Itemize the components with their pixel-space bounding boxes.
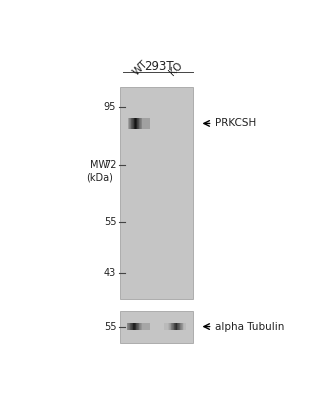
Bar bbox=[134, 323, 135, 330]
Bar bbox=[138, 323, 139, 330]
Text: 55: 55 bbox=[104, 217, 116, 227]
Bar bbox=[129, 118, 130, 129]
Bar bbox=[130, 323, 131, 330]
Bar bbox=[164, 323, 165, 330]
Bar bbox=[175, 323, 176, 330]
Bar bbox=[173, 323, 174, 330]
Bar bbox=[132, 323, 133, 330]
Bar bbox=[171, 323, 172, 330]
Bar bbox=[135, 323, 136, 330]
Bar bbox=[143, 323, 144, 330]
Text: 72: 72 bbox=[104, 160, 116, 170]
Bar bbox=[127, 323, 128, 330]
Bar bbox=[180, 323, 181, 330]
Bar bbox=[146, 118, 147, 129]
Bar bbox=[144, 118, 145, 129]
Text: 55: 55 bbox=[104, 322, 116, 332]
Bar bbox=[136, 323, 137, 330]
Bar bbox=[137, 118, 138, 129]
Bar bbox=[179, 323, 180, 330]
Bar bbox=[142, 323, 143, 330]
Bar bbox=[141, 323, 142, 330]
Bar bbox=[140, 323, 141, 330]
Bar bbox=[136, 118, 137, 129]
Bar bbox=[178, 323, 179, 330]
Bar bbox=[148, 323, 149, 330]
Bar bbox=[169, 323, 170, 330]
Bar bbox=[181, 323, 182, 330]
Bar bbox=[132, 118, 133, 129]
Bar bbox=[143, 118, 144, 129]
Bar bbox=[120, 311, 193, 343]
Bar bbox=[133, 323, 134, 330]
Bar bbox=[148, 118, 149, 129]
Bar bbox=[166, 323, 167, 330]
Bar bbox=[142, 118, 143, 129]
Bar bbox=[145, 118, 146, 129]
Bar bbox=[170, 323, 171, 330]
Bar bbox=[177, 323, 178, 330]
Bar bbox=[184, 323, 185, 330]
Text: MW
(kDa): MW (kDa) bbox=[86, 160, 113, 182]
Bar bbox=[146, 323, 147, 330]
Text: KO: KO bbox=[168, 61, 185, 78]
Bar bbox=[172, 323, 173, 330]
Bar bbox=[139, 323, 140, 330]
Bar bbox=[167, 323, 168, 330]
Bar bbox=[165, 323, 166, 330]
Bar bbox=[147, 323, 148, 330]
Bar bbox=[128, 118, 129, 129]
Bar bbox=[133, 118, 134, 129]
Bar bbox=[130, 118, 131, 129]
Bar bbox=[183, 323, 184, 330]
Bar bbox=[137, 323, 138, 330]
Bar bbox=[144, 323, 145, 330]
Text: 95: 95 bbox=[104, 102, 116, 112]
Bar bbox=[182, 323, 183, 330]
Text: alpha Tubulin: alpha Tubulin bbox=[215, 322, 285, 332]
Bar bbox=[176, 323, 177, 330]
Bar bbox=[135, 118, 136, 129]
Bar bbox=[129, 323, 130, 330]
Bar bbox=[141, 118, 142, 129]
Bar bbox=[168, 323, 169, 330]
Bar bbox=[140, 118, 141, 129]
Bar bbox=[131, 323, 132, 330]
Bar bbox=[185, 323, 186, 330]
Bar bbox=[139, 118, 140, 129]
Bar bbox=[134, 118, 135, 129]
Bar bbox=[138, 118, 139, 129]
Text: PRKCSH: PRKCSH bbox=[215, 118, 256, 128]
Bar bbox=[149, 323, 150, 330]
Text: 293T: 293T bbox=[144, 60, 174, 73]
Text: WT: WT bbox=[131, 59, 150, 78]
Bar bbox=[120, 86, 193, 299]
Bar bbox=[147, 118, 148, 129]
Text: 43: 43 bbox=[104, 268, 116, 278]
Bar bbox=[174, 323, 175, 330]
Bar bbox=[149, 118, 150, 129]
Bar bbox=[128, 323, 129, 330]
Bar bbox=[131, 118, 132, 129]
Bar bbox=[145, 323, 146, 330]
